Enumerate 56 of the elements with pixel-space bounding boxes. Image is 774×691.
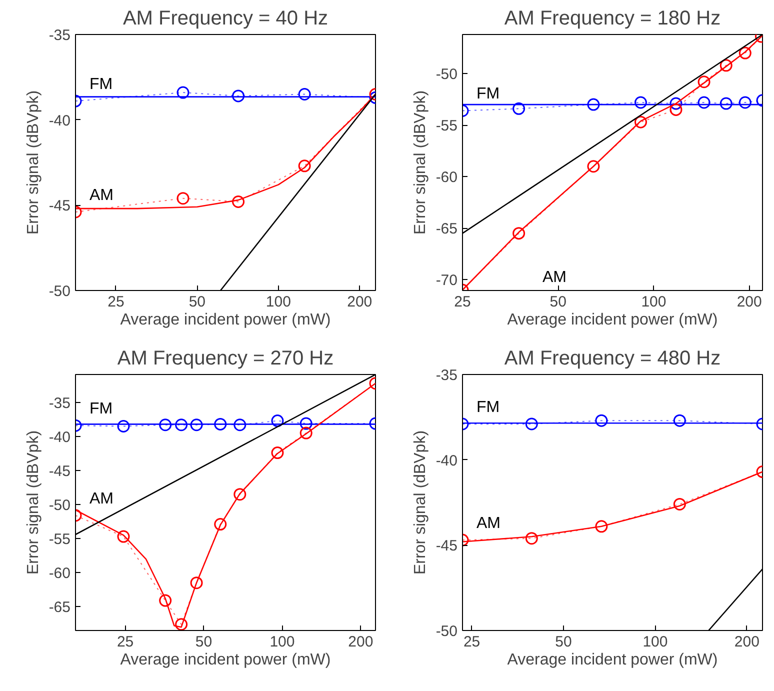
x-tick-label: 50 bbox=[188, 294, 206, 310]
x-tick-label: 100 bbox=[641, 294, 666, 310]
x-tick-label: 50 bbox=[550, 294, 566, 310]
y-tick-label: -60 bbox=[436, 169, 458, 186]
y-tick-label: -45 bbox=[436, 538, 458, 555]
x-tick-label: 25 bbox=[463, 634, 480, 650]
y-tick-label: -70 bbox=[436, 272, 458, 290]
y-tick-label: -50 bbox=[436, 623, 458, 640]
series-label: AM bbox=[476, 515, 500, 532]
y-tick-label: -35 bbox=[48, 394, 71, 412]
x-axis-title: Average incident power (mW) bbox=[120, 312, 331, 328]
y-tick-label: -40 bbox=[48, 428, 71, 446]
chart-title: AM Frequency = 40 Hz bbox=[122, 8, 328, 30]
x-tick-label: 100 bbox=[266, 294, 291, 310]
series-label: FM bbox=[90, 400, 113, 418]
chart-title: AM Frequency = 180 Hz bbox=[504, 8, 721, 30]
x-axis-title: Average incident power (mW) bbox=[120, 652, 331, 668]
x-axis-title: Average incident power (mW) bbox=[507, 312, 718, 328]
y-tick-label: -65 bbox=[436, 220, 458, 238]
chart-title: AM Frequency = 480 Hz bbox=[504, 348, 721, 370]
y-tick-label: -55 bbox=[48, 531, 71, 548]
y-axis-title: Error signal (dBVpk) bbox=[24, 430, 42, 575]
y-tick-label: -50 bbox=[436, 66, 458, 84]
series-label: FM bbox=[476, 398, 500, 416]
y-axis-title: Error signal (dBVpk) bbox=[412, 90, 429, 235]
x-tick-label: 200 bbox=[734, 634, 760, 650]
x-tick-label: 100 bbox=[642, 634, 668, 650]
x-tick-label: 50 bbox=[555, 634, 572, 650]
x-tick-label: 25 bbox=[108, 294, 124, 310]
y-tick-label: -50 bbox=[48, 497, 71, 514]
series-label: AM bbox=[90, 490, 114, 508]
y-tick-label: -55 bbox=[436, 118, 458, 135]
x-tick-label: 200 bbox=[736, 294, 762, 310]
y-tick-label: -35 bbox=[436, 367, 458, 384]
y-tick-label: -45 bbox=[48, 198, 71, 215]
x-tick-label: 200 bbox=[347, 294, 372, 310]
x-tick-label: 25 bbox=[116, 634, 134, 650]
y-tick-label: -65 bbox=[48, 599, 71, 616]
text: AM bbox=[542, 268, 566, 286]
x-axis-title: Average incident power (mW) bbox=[507, 652, 718, 668]
y-tick-label: -50 bbox=[48, 283, 71, 300]
y-axis-title: Error signal (dBVpk) bbox=[24, 90, 42, 235]
y-tick-label: -35 bbox=[48, 27, 71, 44]
series-label: AM bbox=[90, 186, 114, 204]
series-label: FM bbox=[476, 86, 500, 103]
x-tick-label: 200 bbox=[348, 634, 374, 650]
x-tick-label: 25 bbox=[454, 294, 471, 310]
y-axis-title: Error signal (dBVpk) bbox=[412, 430, 429, 575]
x-tick-label: 50 bbox=[195, 634, 212, 650]
y-tick-label: -60 bbox=[48, 565, 71, 582]
y-tick-label: -40 bbox=[436, 452, 458, 470]
series-label: FM bbox=[90, 76, 113, 94]
x-tick-label: 100 bbox=[270, 634, 295, 650]
chart-title: AM Frequency = 270 Hz bbox=[117, 348, 334, 370]
y-tick-label: -45 bbox=[48, 463, 71, 480]
y-tick-label: -40 bbox=[48, 112, 71, 130]
